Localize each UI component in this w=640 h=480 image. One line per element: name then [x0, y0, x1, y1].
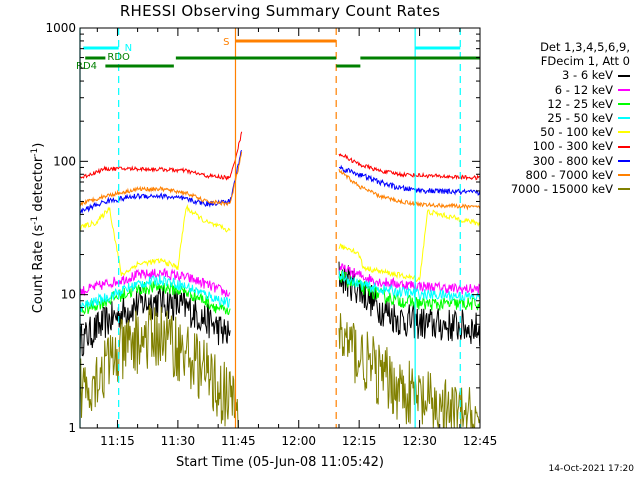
legend: Det 1,3,4,5,6,9, FDecim 1, Att 0 3 - 6 k… — [460, 40, 630, 196]
legend-swatch — [618, 131, 630, 134]
legend-entry: 300 - 800 keV — [460, 154, 630, 168]
x-tick-label-12:30: 12:30 — [402, 434, 437, 448]
x-tick-label-12:00: 12:00 — [281, 434, 316, 448]
series-line-7-part-2 — [338, 168, 481, 211]
legend-swatch — [618, 102, 630, 105]
x-tick-label-12:15: 12:15 — [342, 434, 377, 448]
flag-label-rd4: RD4 — [76, 61, 97, 72]
plot-frame — [79, 27, 481, 429]
y-tick-label-100: 100 — [53, 154, 76, 168]
legend-header-line-1: Det 1,3,4,5,6,9, — [540, 40, 630, 54]
series-line-8-part-1 — [79, 305, 239, 429]
x-tick-label-11:45: 11:45 — [221, 434, 256, 448]
legend-entry: 7000 - 15000 keV — [460, 182, 630, 196]
legend-entry: 3 - 6 keV — [460, 68, 630, 82]
legend-entry: 6 - 12 keV — [460, 83, 630, 97]
legend-swatch — [618, 159, 630, 162]
x-axis-title: Start Time (05-Jun-08 11:05:42) — [176, 455, 384, 470]
flag-label-s: S — [223, 37, 229, 48]
x-tick-label-12:45: 12:45 — [463, 434, 498, 448]
y-axis-title: Count Rate (s-1 detector-1) — [29, 142, 47, 314]
legend-entry-label: 7000 - 15000 keV — [510, 182, 613, 197]
legend-entry-label: 6 - 12 keV — [554, 82, 613, 97]
y-tick-label-1: 1 — [68, 421, 76, 435]
series-line-1-part-1 — [79, 267, 231, 298]
legend-swatch — [618, 88, 630, 91]
series-line-0-part-2 — [338, 261, 481, 347]
legend-entry-label: 800 - 7000 keV — [525, 167, 613, 182]
series-line-6-part-2 — [338, 164, 481, 196]
legend-entry-label: 300 - 800 keV — [532, 153, 613, 168]
series-line-8-part-2 — [338, 313, 481, 429]
y-tick-label-10: 10 — [61, 288, 76, 302]
series-line-3-part-2 — [338, 270, 481, 302]
legend-swatch — [618, 173, 630, 176]
legend-entry: 50 - 100 keV — [460, 125, 630, 139]
series-line-1-part-2 — [338, 263, 481, 295]
series-line-3-part-1 — [79, 274, 231, 312]
series-line-7-part-1 — [79, 151, 243, 207]
series-line-0-part-1 — [79, 284, 231, 357]
x-tick-label-11:15: 11:15 — [100, 434, 135, 448]
legend-entry: 25 - 50 keV — [460, 111, 630, 125]
legend-entry: 100 - 300 keV — [460, 139, 630, 153]
series-line-4-part-1 — [79, 204, 231, 277]
legend-entry-label: 12 - 25 keV — [547, 96, 613, 111]
y-tick-label-1000: 1000 — [45, 21, 76, 35]
legend-header-line-2: FDecim 1, Att 0 — [540, 54, 630, 69]
legend-entry-label: 50 - 100 keV — [540, 125, 613, 140]
flag-label-rdo: RDO — [107, 52, 130, 63]
series-line-4-part-2 — [338, 209, 481, 283]
flag-label-n: N — [125, 43, 132, 54]
chart-title: RHESSI Observing Summary Count Rates — [119, 2, 441, 20]
legend-entry: 12 - 25 keV — [460, 97, 630, 111]
legend-entry-label: 100 - 300 keV — [532, 139, 613, 154]
x-tick-label-11:30: 11:30 — [161, 434, 196, 448]
legend-entry: 800 - 7000 keV — [460, 168, 630, 182]
legend-entry-label: 3 - 6 keV — [562, 68, 613, 83]
legend-entry-label: 25 - 50 keV — [547, 111, 613, 126]
series-line-5-part-1 — [79, 131, 243, 181]
series-line-5-part-2 — [338, 153, 480, 181]
legend-swatch — [618, 188, 630, 191]
legend-swatch — [618, 145, 630, 148]
legend-swatch — [618, 117, 630, 120]
legend-swatch — [618, 74, 630, 77]
footer-timestamp: 14-Oct-2021 17:20 — [548, 464, 634, 474]
